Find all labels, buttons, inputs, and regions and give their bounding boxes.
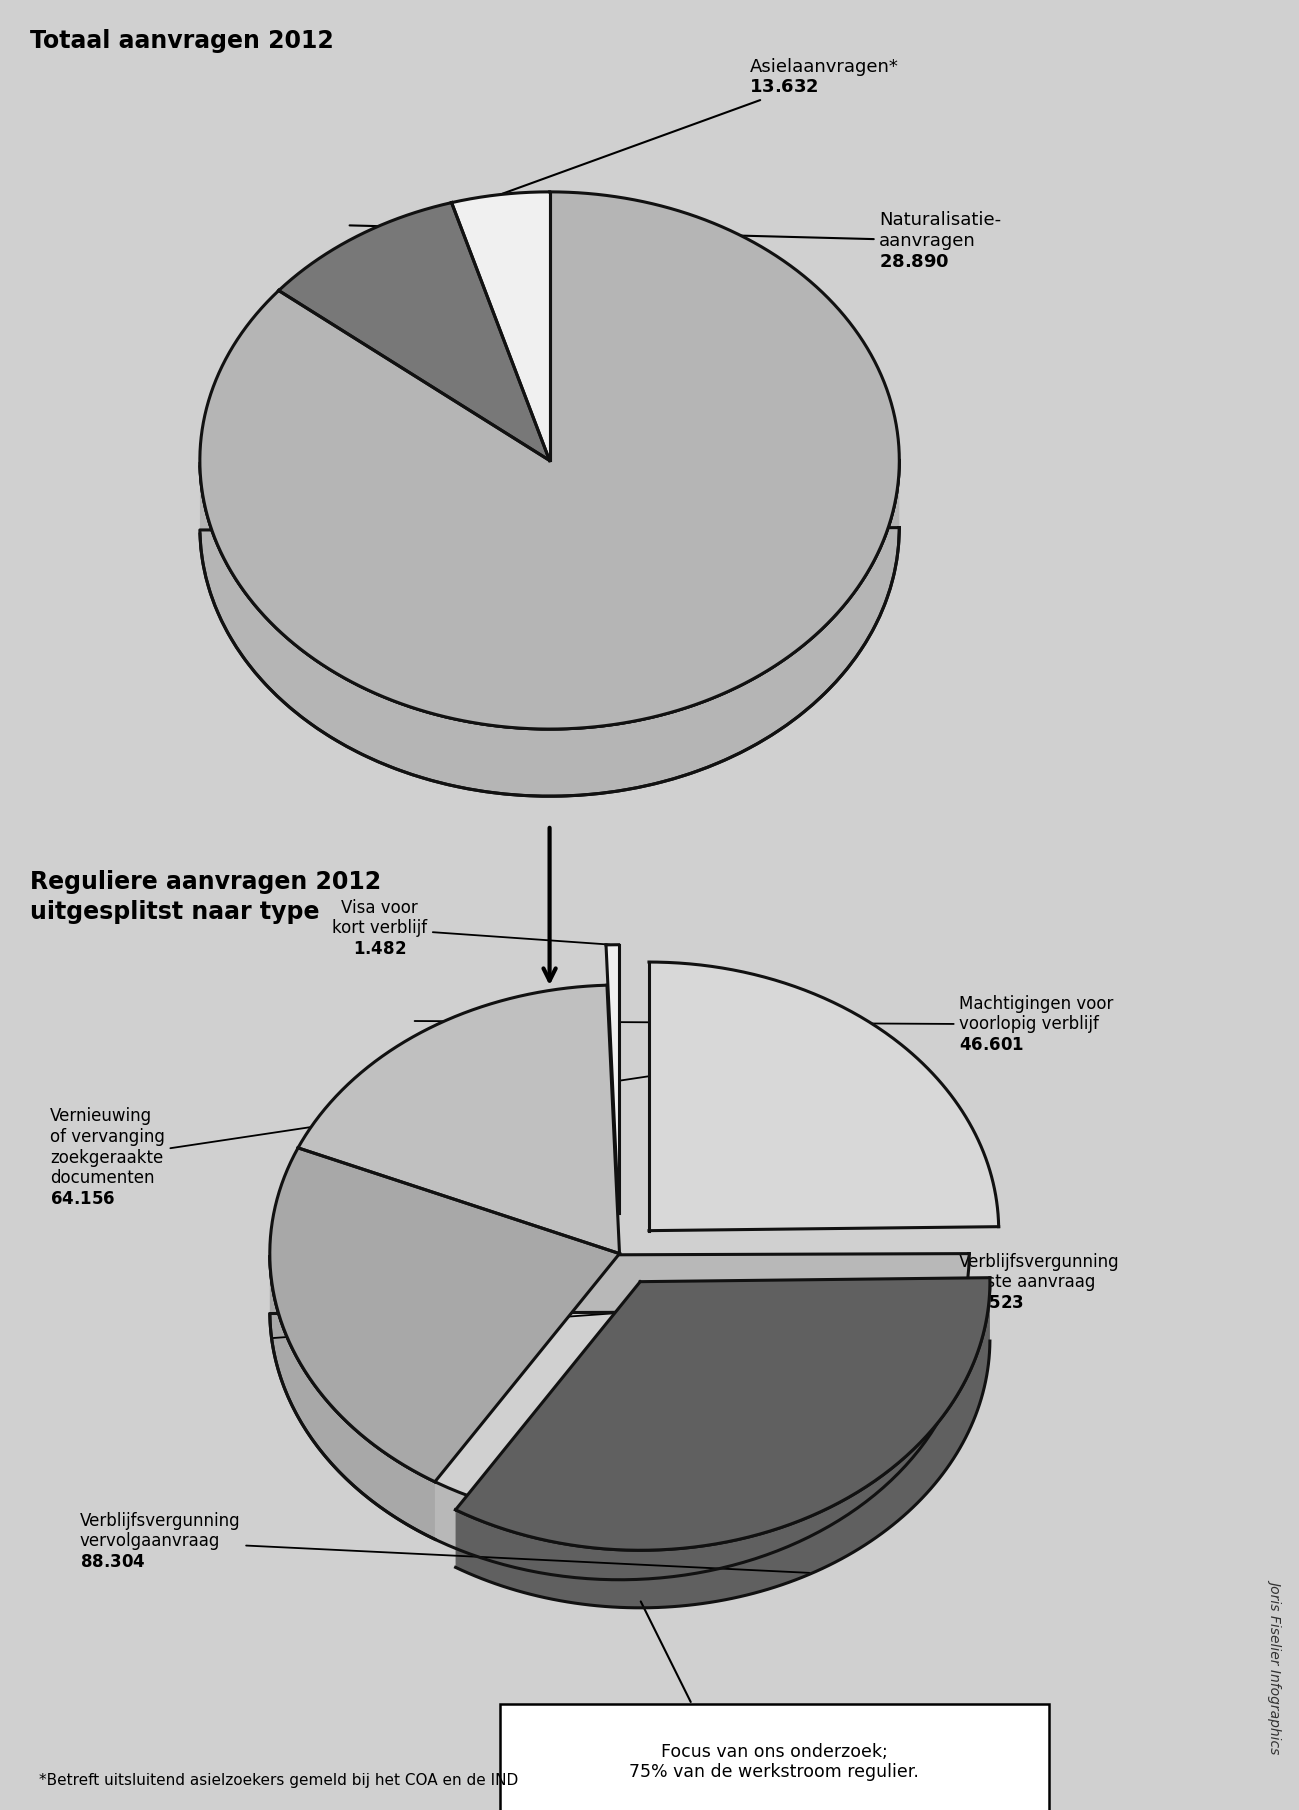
Polygon shape [200,460,899,796]
Text: Vernieuwing
of vervanging
zoekgeraakte
documenten
$\bf{64.156}$: Vernieuwing of vervanging zoekgeraakte d… [49,1039,891,1209]
Polygon shape [200,463,899,796]
Text: Joris Fiselier Infographics: Joris Fiselier Infographics [1269,1578,1283,1752]
Polygon shape [200,192,899,729]
Text: *Betreft uitsluitend asielzoekers gemeld bij het COA en de IND: *Betreft uitsluitend asielzoekers gemeld… [39,1774,518,1788]
Polygon shape [270,1148,620,1482]
Polygon shape [270,1254,969,1580]
Text: Verblijfsvergunning
eerste aanvraag
$\bf{58.523}$: Verblijfsvergunning eerste aanvraag $\bf… [271,1253,1120,1338]
Text: Visa voor
kort verblijf
$\bf{1.482}$: Visa voor kort verblijf $\bf{1.482}$ [333,898,609,957]
Text: Asielaanvragen*
$\bf{13.632}$: Asielaanvragen* $\bf{13.632}$ [503,58,899,194]
FancyBboxPatch shape [500,1705,1050,1810]
Text: Verblijfsvergunning
vervolgaanvraag
$\bf{88.304}$: Verblijfsvergunning vervolgaanvraag $\bf… [81,1511,809,1573]
Polygon shape [297,985,620,1254]
Polygon shape [279,203,549,460]
Text: Naturalisatie-
aanvragen
$\bf{28.890}$: Naturalisatie- aanvragen $\bf{28.890}$ [349,212,1002,272]
Polygon shape [456,1278,990,1549]
Polygon shape [650,963,999,1231]
Polygon shape [456,1283,990,1607]
Polygon shape [270,1256,435,1538]
Text: Reguliere aanvragen
$\bf{259.066}$: Reguliere aanvragen $\bf{259.066}$ [426,471,613,509]
Text: Reguliere aanvragen 2012
uitgesplitst naar type: Reguliere aanvragen 2012 uitgesplitst na… [30,871,381,923]
Polygon shape [452,192,549,460]
Text: Totaal aanvragen 2012: Totaal aanvragen 2012 [30,29,334,52]
Polygon shape [607,945,618,1213]
Text: Focus van ons onderzoek;
75% van de werkstroom regulier.: Focus van ons onderzoek; 75% van de werk… [630,1743,920,1781]
Text: Machtigingen voor
voorlopig verblijf
$\bf{46.601}$: Machtigingen voor voorlopig verblijf $\b… [414,994,1113,1053]
